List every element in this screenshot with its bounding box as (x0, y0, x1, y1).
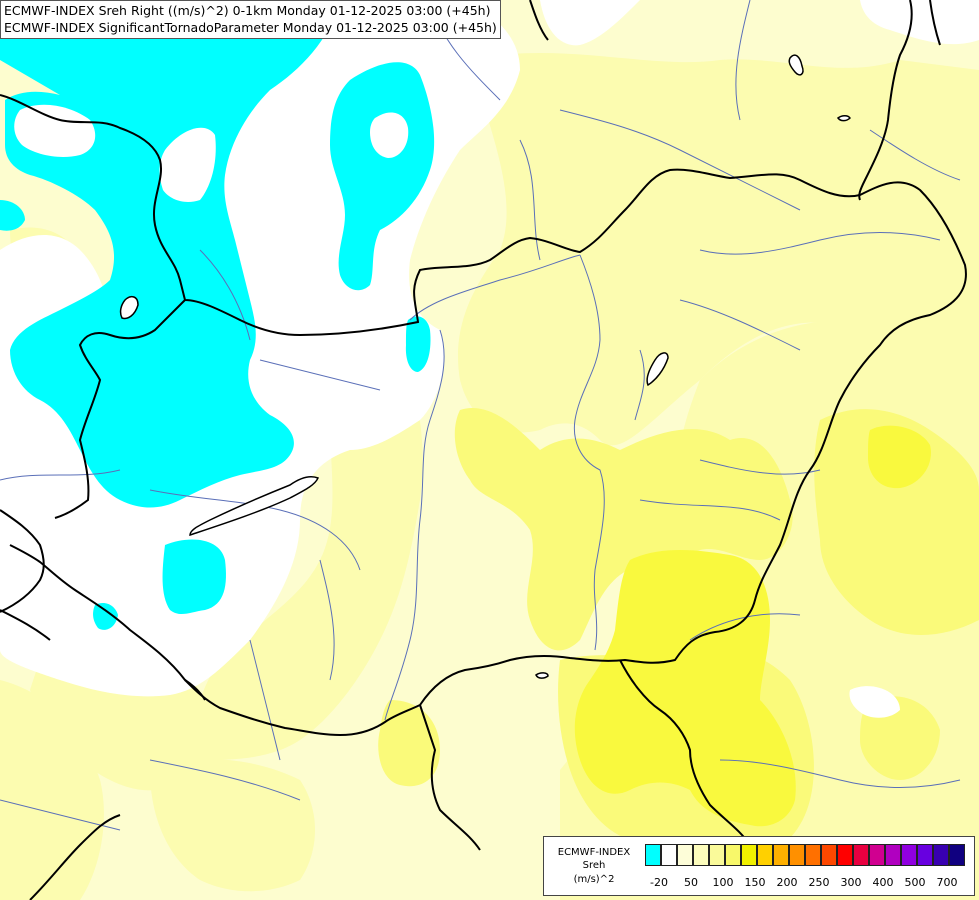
legend-swatch (661, 844, 677, 866)
legend-swatch (741, 844, 757, 866)
legend-swatch (757, 844, 773, 866)
legend-swatch (869, 844, 885, 866)
legend-swatch (901, 844, 917, 866)
legend-source: ECMWF-INDEX (557, 847, 631, 858)
legend-swatch (693, 844, 709, 866)
legend-tick-label: 150 (744, 876, 766, 889)
sreh-zone-strong-yellow (574, 425, 931, 827)
lake-outlines (119, 54, 851, 679)
legend-tick-label: 100 (712, 876, 734, 889)
legend-tick-label: -20 (650, 876, 668, 889)
color-legend: ECMWF-INDEX Sreh (m/s)^2 -20 50 100 150 200 2… (543, 836, 975, 896)
legend-swatch (805, 844, 821, 866)
legend-tick-label: 400 (872, 876, 894, 889)
legend-swatch (821, 844, 837, 866)
legend-swatch (837, 844, 853, 866)
legend-swatch (933, 844, 949, 866)
legend-tick-label: 250 (808, 876, 830, 889)
legend-swatch (709, 844, 725, 866)
legend-tick-label: 500 (904, 876, 926, 889)
legend-swatch (853, 844, 869, 866)
legend-swatch (917, 844, 933, 866)
legend-tick-label: 50 (684, 876, 698, 889)
legend-swatch (677, 844, 693, 866)
legend-tick-label: 700 (936, 876, 958, 889)
legend-swatches (645, 844, 965, 866)
map-title-box: ECMWF-INDEX Sreh Right ((m/s)^2) 0-1km M… (0, 0, 501, 39)
legend-variable: Sreh (582, 860, 606, 871)
sreh-zone-white-holes (14, 104, 409, 202)
legend-swatch (885, 844, 901, 866)
legend-swatch (725, 844, 741, 866)
legend-tick-label: 200 (776, 876, 798, 889)
legend-swatch (773, 844, 789, 866)
legend-swatch (645, 844, 661, 866)
map-title-line-2: ECMWF-INDEX SignificantTornadoParameter … (4, 20, 497, 35)
legend-swatch (949, 844, 965, 866)
legend-unit: (m/s)^2 (573, 874, 615, 885)
legend-tick-label: 300 (840, 876, 862, 889)
legend-swatch (789, 844, 805, 866)
map-title-line-1: ECMWF-INDEX Sreh Right ((m/s)^2) 0-1km M… (4, 3, 491, 18)
